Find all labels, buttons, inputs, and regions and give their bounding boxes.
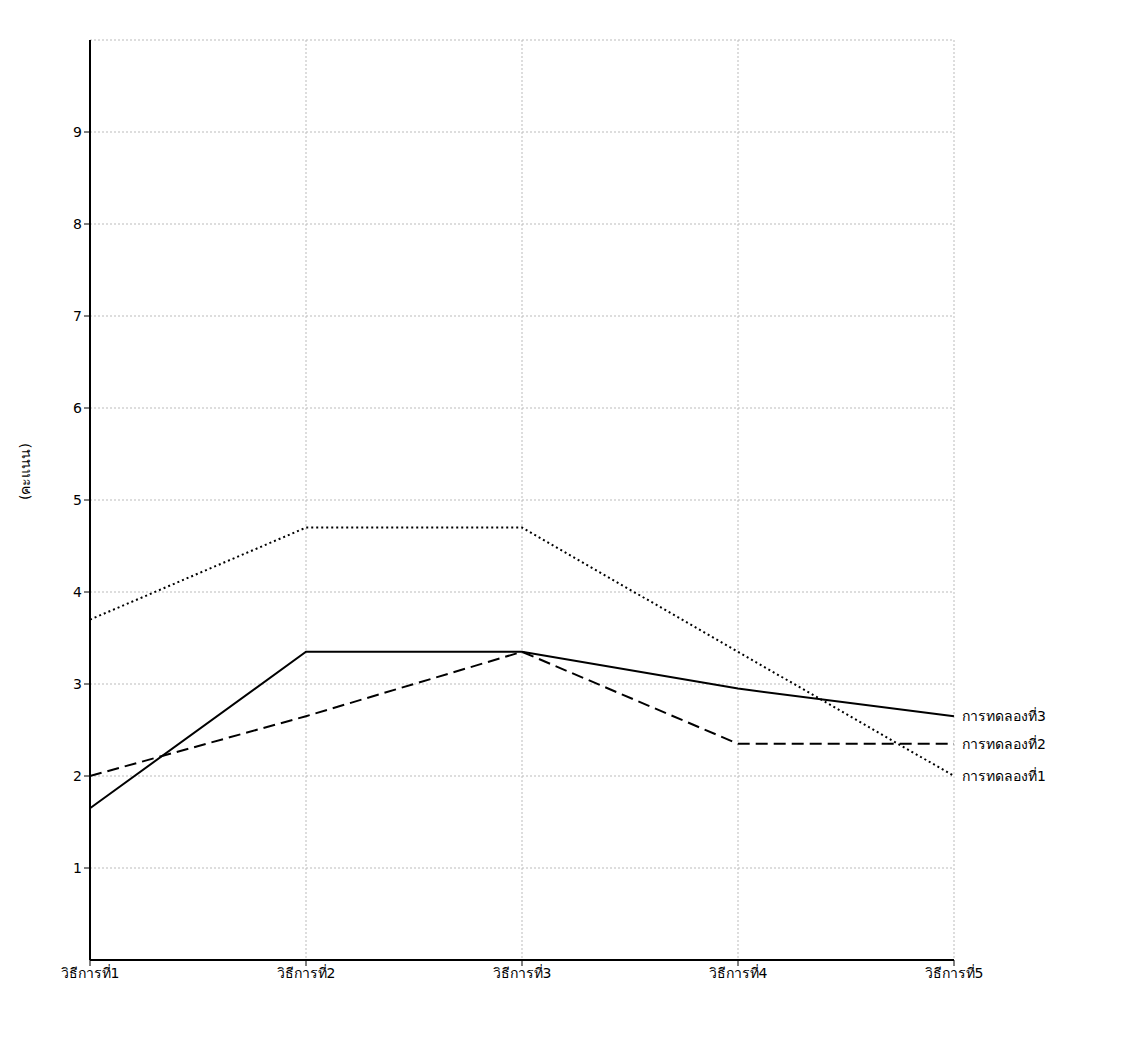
svg-text:2: 2 xyxy=(73,768,82,784)
svg-text:3: 3 xyxy=(73,676,82,692)
svg-text:วิธีการที่4: วิธีการที่4 xyxy=(709,964,768,981)
svg-text:4: 4 xyxy=(73,584,82,600)
svg-text:การทดลองที่3: การทดลองที่3 xyxy=(962,707,1046,724)
svg-text:5: 5 xyxy=(73,492,82,508)
svg-text:วิธีการที่3: วิธีการที่3 xyxy=(493,964,552,981)
svg-text:6: 6 xyxy=(73,400,82,416)
svg-text:วิธีการที่2: วิธีการที่2 xyxy=(277,964,336,981)
svg-text:การทดลองที่1: การทดลองที่1 xyxy=(962,767,1046,784)
svg-text:7: 7 xyxy=(73,308,82,324)
svg-text:วิธีการที่5: วิธีการที่5 xyxy=(925,964,984,981)
svg-text:(คะแนน): (คะแนน) xyxy=(17,443,33,500)
svg-text:วิธีการที่1: วิธีการที่1 xyxy=(61,964,120,981)
svg-text:8: 8 xyxy=(73,216,82,232)
svg-text:การทดลองที่2: การทดลองที่2 xyxy=(962,735,1046,752)
svg-text:1: 1 xyxy=(73,860,82,876)
svg-text:9: 9 xyxy=(73,124,82,140)
